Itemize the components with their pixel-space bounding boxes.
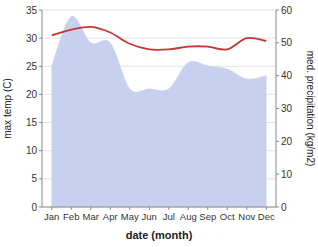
y2-tick (276, 108, 279, 109)
y-tick-label: 25 (26, 61, 38, 72)
x-tick-label: Jul (163, 211, 175, 222)
y-tick (39, 66, 42, 67)
x-tick (90, 207, 91, 210)
x-tick (71, 207, 72, 210)
y2-tick-label: 20 (281, 136, 293, 147)
y-tick (39, 94, 42, 95)
x-tick-label: Sep (199, 211, 216, 222)
temperature-line (52, 27, 267, 50)
x-tick (188, 207, 189, 210)
x-axis-label: date (month) (126, 229, 193, 241)
x-tick-label: Feb (63, 211, 79, 222)
x-tick-label: Aug (180, 211, 197, 222)
x-tick (149, 207, 150, 210)
y2-tick-label: 30 (281, 103, 293, 114)
x-tick (129, 207, 130, 210)
x-tick (207, 207, 208, 210)
y-tick-label: 0 (31, 202, 37, 213)
y-tick-label: 10 (26, 145, 38, 156)
y2-tick (276, 207, 279, 208)
grid-line (42, 207, 276, 208)
y2-tick (276, 174, 279, 175)
y-tick (39, 122, 42, 123)
x-tick-label: Oct (220, 211, 235, 222)
y-tick-label: 20 (26, 89, 38, 100)
y2-tick (276, 141, 279, 142)
y2-tick (276, 42, 279, 43)
x-tick-label: Apr (103, 211, 118, 222)
x-tick (246, 207, 247, 210)
chart-container: 0 5 10 15 20 25 30 35 0 10 20 30 40 50 60 Jan Feb Mar AprM… (0, 0, 318, 247)
x-axis-line (42, 207, 276, 208)
y-tick-label: 30 (26, 33, 38, 44)
y2-axis-label: med. precipitation (kg/m2) (305, 51, 316, 167)
y2-tick (276, 10, 279, 11)
y-axis-line (42, 10, 43, 207)
x-tick-label: Jun (142, 211, 157, 222)
x-tick (110, 207, 111, 210)
y-tick (39, 38, 42, 39)
x-tick-label: May (121, 211, 139, 222)
x-tick-label: Mar (83, 211, 99, 222)
chart: 0 5 10 15 20 25 30 35 0 10 20 30 40 50 60 Jan Feb Mar AprM… (0, 0, 318, 247)
x-tick-label: Jan (44, 211, 59, 222)
y2-tick (276, 75, 279, 76)
x-tick-label: Nov (238, 211, 255, 222)
y2-tick-label: 60 (281, 5, 293, 16)
precipitation-area (52, 16, 267, 207)
y2-tick-label: 0 (281, 202, 287, 213)
y-tick (39, 10, 42, 11)
y2-tick-label: 50 (281, 37, 293, 48)
y-tick-label: 15 (26, 117, 38, 128)
y-axis-label: max temp (C) (2, 78, 13, 139)
plot-area (52, 16, 267, 207)
x-tick (266, 207, 267, 210)
y-tick (39, 178, 42, 179)
x-tick (227, 207, 228, 210)
x-tick-label: Dec (258, 211, 275, 222)
x-tick (168, 207, 169, 210)
grid-line (42, 10, 276, 11)
y2-tick-label: 40 (281, 70, 293, 81)
x-tick (51, 207, 52, 210)
y-tick-label: 35 (26, 5, 38, 16)
y2-tick-label: 10 (281, 169, 293, 180)
y-tick (39, 150, 42, 151)
y-tick-label: 5 (31, 173, 37, 184)
y-tick (39, 207, 42, 208)
